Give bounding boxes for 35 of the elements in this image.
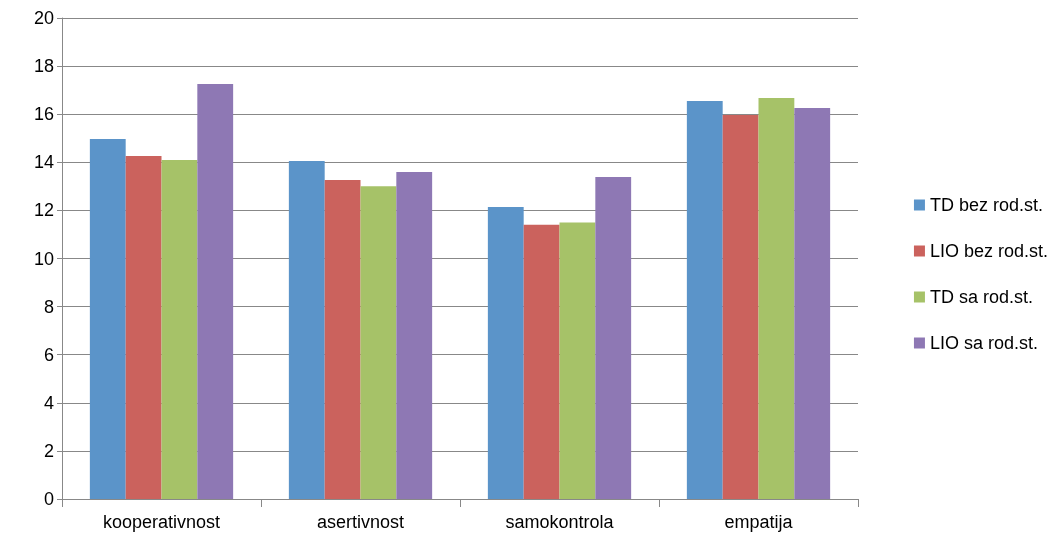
- x-tick-label: samokontrola: [505, 512, 615, 532]
- y-tick-label: 8: [43, 296, 54, 317]
- y-tick-label: 14: [33, 152, 54, 173]
- x-tick-label: empatija: [724, 512, 794, 532]
- bar: [686, 100, 723, 499]
- y-tick-label: 0: [43, 489, 54, 509]
- x-tick-label: asertivnost: [316, 512, 405, 532]
- y-tick-label: 18: [33, 56, 54, 77]
- y-tick-label: 20: [33, 8, 54, 28]
- bar: [161, 159, 198, 499]
- bar: [559, 222, 596, 499]
- legend-label: LIO sa rod.st.: [929, 333, 1038, 353]
- bar: [288, 161, 325, 499]
- legend-label: TD bez rod.st.: [929, 195, 1043, 215]
- bar: [89, 138, 126, 499]
- y-tick-label: 10: [33, 248, 54, 269]
- bar: [758, 98, 795, 499]
- bar: [523, 224, 560, 499]
- x-tick-label: kooperativnost: [102, 512, 221, 532]
- bar: [324, 180, 361, 499]
- y-tick-label: 16: [33, 104, 54, 125]
- bar: [125, 156, 162, 499]
- legend-label: TD sa rod.st.: [929, 287, 1033, 307]
- y-tick-label: 6: [43, 344, 54, 365]
- bar: [396, 171, 433, 499]
- bar: [360, 186, 397, 499]
- bar: [197, 83, 234, 499]
- y-tick-label: 12: [33, 200, 54, 221]
- bar: [722, 114, 759, 499]
- y-tick-label: 2: [43, 440, 54, 461]
- bar: [595, 176, 632, 499]
- bar: [487, 207, 524, 499]
- bar: [794, 107, 831, 499]
- legend-label: LIO bez rod.st.: [929, 241, 1049, 261]
- y-tick-label: 4: [43, 392, 54, 413]
